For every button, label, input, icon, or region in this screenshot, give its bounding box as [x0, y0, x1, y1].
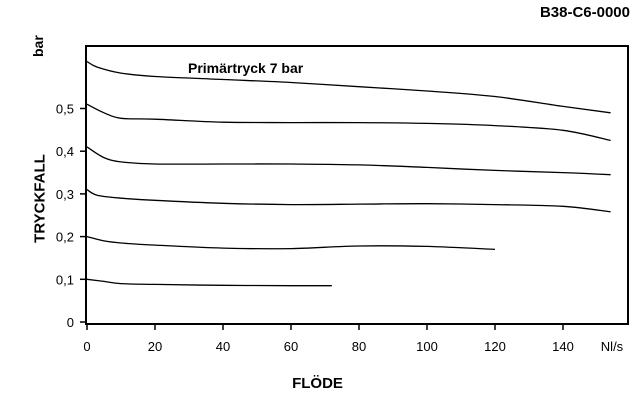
- x-axis-unit: Nl/s: [601, 339, 624, 354]
- series-line-0: [86, 278, 332, 287]
- y-tick-label-3: 0,3: [56, 187, 74, 202]
- y-axis-label: TRYCKFALL: [31, 154, 49, 243]
- series-line-2: [86, 189, 611, 213]
- plot-area-frame: [85, 45, 629, 325]
- series-line-4: [86, 103, 611, 142]
- y-tick-label-2: 0,2: [56, 230, 74, 245]
- x-tick-label-7: 140: [552, 339, 574, 354]
- series-line-3: [86, 146, 611, 176]
- x-tick-label-2: 40: [216, 339, 230, 354]
- y-tick-label-5: 0,5: [56, 102, 74, 117]
- chart-annotation: Primärtryck 7 bar: [188, 60, 304, 76]
- chart-marks: 0 0,1 0,2 0,3 0,4 0,5 0 20 40 60 80 100 120 140 Nl/s: [56, 60, 624, 354]
- series-line-1: [86, 235, 496, 251]
- x-tick-label-6: 120: [484, 339, 506, 354]
- y-tick-label-0: 0: [67, 315, 74, 330]
- y-tick-label-1: 0,1: [56, 272, 74, 287]
- chart-code: B38-C6-0000: [539, 4, 630, 21]
- x-tick-label-1: 20: [148, 339, 162, 354]
- series-line-5: [86, 60, 611, 114]
- x-axis-label: FLÖDE: [292, 375, 343, 392]
- x-tick-label-5: 100: [416, 339, 438, 354]
- x-tick-label-4: 80: [352, 339, 366, 354]
- y-axis-unit: bar: [30, 35, 46, 57]
- y-tick-label-4: 0,4: [56, 144, 74, 159]
- x-tick-label-3: 60: [284, 339, 298, 354]
- x-tick-label-0: 0: [83, 339, 90, 354]
